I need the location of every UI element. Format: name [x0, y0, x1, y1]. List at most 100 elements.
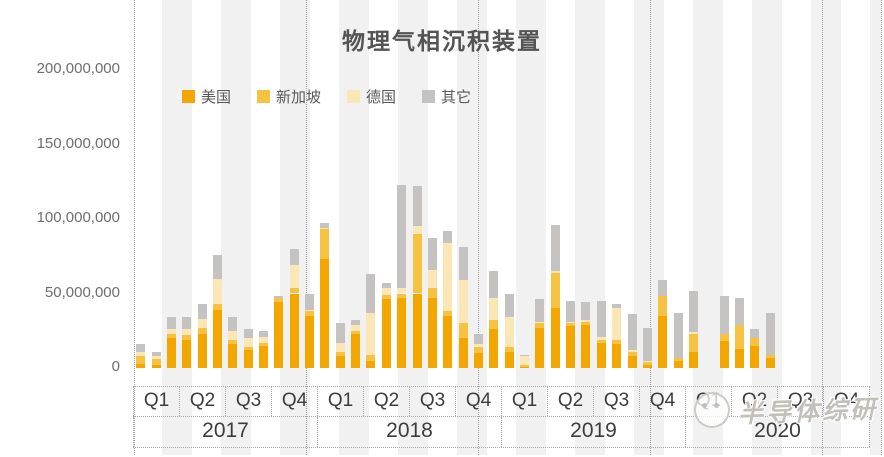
bar-segment-2020-01-美国[interactable]	[688, 351, 698, 368]
bar-segment-2017-06-德国[interactable]	[212, 278, 222, 304]
bar-segment-2018-05-其它[interactable]	[381, 283, 391, 288]
bar-segment-2017-05-新加坡[interactable]	[197, 327, 207, 334]
legend-item-2[interactable]: 新加坡	[257, 86, 321, 107]
bar-segment-2020-05-新加坡[interactable]	[750, 338, 760, 346]
bar-segment-2017-11-新加坡[interactable]	[289, 287, 299, 294]
bar-segment-2019-02-德国[interactable]	[520, 356, 530, 366]
bar-segment-2018-07-新加坡[interactable]	[412, 233, 422, 294]
bar-segment-2019-03-美国[interactable]	[535, 327, 545, 368]
legend-item-1[interactable]: 美国	[182, 86, 231, 107]
bar-segment-2019-01-其它[interactable]	[504, 293, 514, 318]
bar-segment-2017-01-德国[interactable]	[136, 351, 146, 357]
bar-segment-2018-08-德国[interactable]	[427, 269, 437, 288]
bar-segment-2020-06-其它[interactable]	[765, 312, 775, 355]
bar-segment-2019-10-其它[interactable]	[642, 327, 652, 361]
bar-segment-2020-05-其它[interactable]	[750, 329, 760, 339]
bar-segment-2020-04-其它[interactable]	[734, 297, 744, 325]
bar-segment-2020-03-新加坡[interactable]	[719, 333, 729, 342]
bar-segment-2017-07-美国[interactable]	[228, 344, 238, 368]
bar-segment-2018-06-美国[interactable]	[397, 297, 407, 368]
bar-segment-2018-10-其它[interactable]	[458, 247, 468, 281]
bar-segment-2017-08-其它[interactable]	[243, 329, 253, 339]
bar-segment-2017-10-其它[interactable]	[274, 296, 284, 298]
bar-segment-2019-12-美国[interactable]	[673, 360, 683, 368]
bar-segment-2019-08-新加坡[interactable]	[612, 339, 622, 345]
bar-segment-2017-12-其它[interactable]	[305, 293, 315, 310]
bar-segment-2018-09-美国[interactable]	[443, 315, 453, 368]
bar-segment-2018-05-新加坡[interactable]	[381, 294, 391, 300]
bar-segment-2017-05-德国[interactable]	[197, 318, 207, 328]
bar-segment-2017-11-德国[interactable]	[289, 265, 299, 288]
bar-segment-2020-03-其它[interactable]	[719, 296, 729, 334]
bar-segment-2018-12-其它[interactable]	[489, 271, 499, 298]
bar-segment-2018-09-其它[interactable]	[443, 230, 453, 243]
bar-segment-2018-04-新加坡[interactable]	[366, 354, 376, 361]
bar-segment-2019-07-美国[interactable]	[596, 342, 606, 368]
bar-segment-2019-09-其它[interactable]	[627, 314, 637, 351]
bar-segment-2019-08-美国[interactable]	[612, 344, 622, 368]
bar-segment-2020-01-德国[interactable]	[688, 332, 698, 334]
bar-segment-2019-10-德国[interactable]	[642, 360, 652, 363]
bar-segment-2017-04-美国[interactable]	[182, 339, 192, 368]
bar-segment-2017-01-新加坡[interactable]	[136, 356, 146, 364]
bar-segment-2018-12-新加坡[interactable]	[489, 320, 499, 330]
bar-segment-2017-09-美国[interactable]	[259, 345, 268, 368]
bar-segment-2019-08-其它[interactable]	[612, 303, 622, 309]
bar-segment-2017-09-德国[interactable]	[259, 336, 268, 343]
bar-segment-2019-02-美国[interactable]	[520, 366, 530, 368]
bar-segment-2017-03-德国[interactable]	[166, 329, 176, 334]
bar-segment-2018-12-美国[interactable]	[489, 329, 499, 368]
bar-segment-2017-04-德国[interactable]	[182, 329, 192, 336]
bar-segment-2019-12-其它[interactable]	[673, 312, 683, 358]
bar-segment-2019-08-德国[interactable]	[612, 308, 622, 340]
bar-segment-2017-03-新加坡[interactable]	[166, 333, 176, 339]
bar-segment-2019-06-德国[interactable]	[581, 320, 591, 322]
bar-segment-2018-01-新加坡[interactable]	[320, 229, 330, 260]
bar-segment-2019-06-美国[interactable]	[581, 324, 591, 368]
bar-segment-2017-01-其它[interactable]	[136, 344, 146, 352]
bar-segment-2018-06-新加坡[interactable]	[397, 293, 407, 298]
bar-segment-2017-06-美国[interactable]	[212, 309, 222, 368]
bar-segment-2018-01-其它[interactable]	[320, 223, 330, 228]
bar-segment-2018-04-美国[interactable]	[366, 360, 376, 368]
bar-segment-2018-11-新加坡[interactable]	[473, 347, 483, 354]
bar-segment-2019-12-新加坡[interactable]	[673, 357, 683, 361]
bar-segment-2019-01-德国[interactable]	[504, 317, 514, 348]
bar-segment-2020-01-其它[interactable]	[688, 290, 698, 333]
bar-segment-2018-03-新加坡[interactable]	[351, 330, 361, 334]
bar-segment-2018-06-德国[interactable]	[397, 287, 407, 294]
bar-segment-2018-11-其它[interactable]	[473, 333, 483, 345]
bar-segment-2018-05-德国[interactable]	[381, 287, 391, 295]
bar-segment-2018-04-德国[interactable]	[366, 312, 376, 355]
bar-segment-2020-01-新加坡[interactable]	[688, 333, 698, 352]
bar-segment-2017-01-美国[interactable]	[136, 363, 146, 368]
bar-segment-2018-07-美国[interactable]	[412, 293, 422, 368]
bar-segment-2017-03-美国[interactable]	[166, 338, 176, 368]
bar-segment-2019-10-美国[interactable]	[642, 365, 652, 368]
bar-segment-2019-03-德国[interactable]	[535, 321, 545, 324]
bar-segment-2020-05-美国[interactable]	[750, 345, 760, 368]
bar-segment-2018-09-德国[interactable]	[443, 242, 453, 312]
bar-segment-2017-12-美国[interactable]	[305, 315, 315, 368]
bar-segment-2020-06-新加坡[interactable]	[765, 354, 775, 358]
bar-segment-2018-11-德国[interactable]	[473, 344, 483, 348]
bar-segment-2019-11-其它[interactable]	[658, 280, 668, 297]
bar-segment-2018-07-其它[interactable]	[412, 186, 422, 227]
bar-segment-2020-06-美国[interactable]	[765, 357, 775, 368]
bar-segment-2017-10-美国[interactable]	[274, 302, 284, 368]
bar-segment-2018-01-德国[interactable]	[320, 227, 330, 230]
bar-segment-2018-08-其它[interactable]	[427, 238, 437, 270]
bar-segment-2017-07-德国[interactable]	[228, 330, 238, 340]
bar-segment-2018-06-其它[interactable]	[397, 184, 407, 288]
bar-segment-2017-08-德国[interactable]	[243, 338, 253, 348]
bar-segment-2018-04-其它[interactable]	[366, 274, 376, 313]
legend-item-3[interactable]: 德国	[347, 86, 396, 107]
bar-segment-2017-02-新加坡[interactable]	[151, 359, 161, 365]
bar-segment-2017-05-其它[interactable]	[197, 303, 207, 319]
bar-segment-2019-02-新加坡[interactable]	[520, 365, 530, 367]
bar-segment-2018-03-美国[interactable]	[351, 333, 361, 368]
bar-segment-2019-11-美国[interactable]	[658, 315, 668, 368]
bar-segment-2017-05-美国[interactable]	[197, 333, 207, 368]
bar-segment-2019-03-其它[interactable]	[535, 299, 545, 322]
bar-segment-2019-05-新加坡[interactable]	[566, 323, 576, 327]
